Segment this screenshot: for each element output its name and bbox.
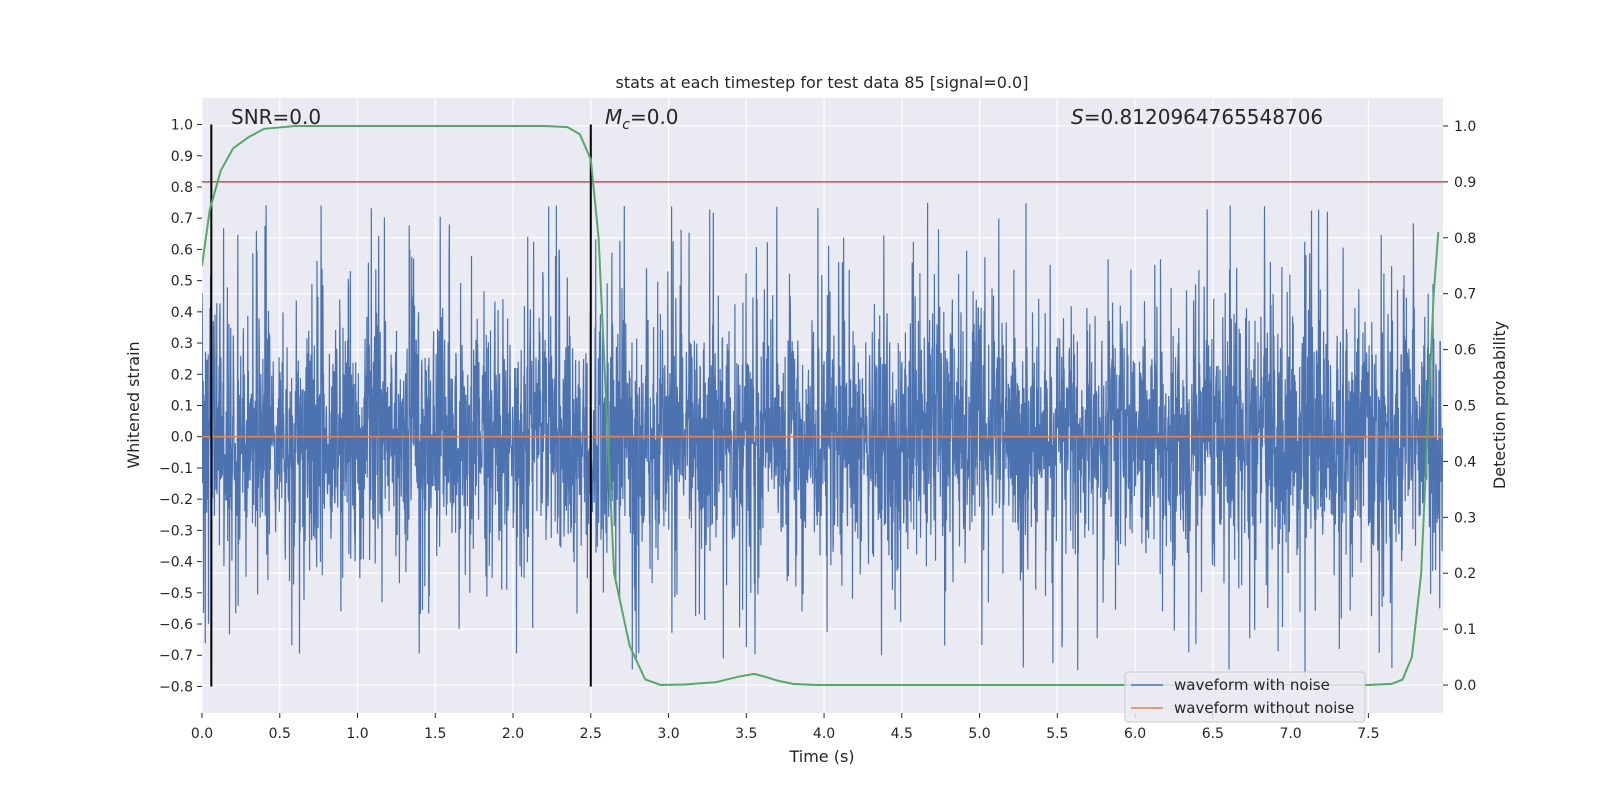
x-tick-label: 1.5: [424, 726, 446, 742]
s-symbol: S: [1071, 105, 1084, 129]
mc-subscript: c: [622, 117, 630, 133]
y2-tick-label: 0.5: [1454, 399, 1476, 415]
mc-annotation: Mc=0.0: [605, 105, 679, 133]
y2-tick-label: 0.8: [1454, 231, 1476, 247]
legend-label-noise: waveform with noise: [1174, 676, 1330, 694]
chart-title: stats at each timestep for test data 85 …: [616, 73, 1029, 92]
x-axis-label: Time (s): [788, 747, 854, 766]
y-tick-label: 0.0: [171, 430, 193, 446]
x-tick-label: 4.5: [891, 726, 913, 742]
x-tick-label: 3.0: [657, 726, 679, 742]
y-tick-label: 0.9: [171, 149, 193, 165]
y2-tick-label: 0.3: [1454, 510, 1476, 526]
s-value: =0.8120964765548706: [1084, 105, 1323, 129]
y-tick-label: −0.1: [159, 461, 193, 477]
snr-annotation: SNR=0.0: [231, 105, 321, 129]
x-tick-label: 2.5: [580, 726, 602, 742]
y-tick-label: −0.8: [159, 679, 193, 695]
x-tick-label: 7.5: [1357, 726, 1379, 742]
y-tick-label: −0.6: [159, 617, 193, 633]
x-tick-label: 7.0: [1279, 726, 1301, 742]
noise-trace: [202, 202, 1443, 677]
chart-overlays: [202, 124, 1443, 687]
legend: waveform with noise waveform without noi…: [1124, 671, 1366, 723]
s-annotation: S=0.8120964765548706: [1071, 105, 1323, 129]
y-tick-label: −0.7: [159, 648, 193, 664]
x-tick-label: 0.5: [269, 726, 291, 742]
x-tick-label: 5.5: [1046, 726, 1068, 742]
y-tick-label: −0.4: [159, 555, 193, 571]
mc-value: =0.0: [630, 105, 679, 129]
x-tick-label: 5.0: [968, 726, 990, 742]
y-tick-label: 0.5: [171, 274, 193, 290]
y-axis-ticks: 1.0 0.9 0.8 0.7 0.6 0.5 0.4 0.3 0.2 0.1 0.0 −0.1 −0.…: [159, 118, 202, 695]
y-tick-label: 0.7: [171, 211, 193, 227]
y2-tick-label: 0.7: [1454, 287, 1476, 303]
y2-tick-label: 0.1: [1454, 622, 1476, 638]
x-axis-ticks: 0.0 0.5 1.0 1.5 2.0 2.5 3.0 3.5 4.0 4.5 5.0 5.5 6.0 6…: [191, 713, 1379, 742]
mc-symbol: M: [605, 105, 622, 129]
y-tick-label: 0.8: [171, 180, 193, 196]
y2-tick-label: 0.0: [1454, 678, 1476, 694]
x-tick-label: 1.0: [346, 726, 368, 742]
series-waveform-with-noise: [202, 202, 1443, 677]
x-tick-label: 4.0: [813, 726, 835, 742]
y-tick-label: −0.3: [159, 523, 193, 539]
legend-label-clean: waveform without noise: [1174, 699, 1354, 717]
x-tick-label: 0.0: [191, 726, 213, 742]
y-axis-label: Whitened strain: [124, 341, 143, 468]
y2-axis-ticks: 1.0 0.9 0.8 0.7 0.6 0.5 0.4 0.3 0.2 0.1 0.0: [1443, 119, 1476, 694]
y-tick-label: 1.0: [171, 118, 193, 134]
x-tick-label: 2.0: [502, 726, 524, 742]
y2-tick-label: 0.9: [1454, 175, 1476, 191]
y-tick-label: 0.6: [171, 242, 193, 258]
legend-box: [1124, 671, 1366, 723]
y2-axis-label: Detection probability: [1490, 321, 1509, 489]
series-detection-probability: [202, 125, 1440, 687]
y-tick-label: 0.1: [171, 399, 193, 415]
x-tick-label: 6.0: [1124, 726, 1146, 742]
y-tick-label: 0.2: [171, 367, 193, 383]
y-tick-label: −0.5: [159, 586, 193, 602]
x-tick-label: 6.5: [1202, 726, 1224, 742]
y-tick-label: −0.2: [159, 492, 193, 508]
y-tick-label: 0.3: [171, 336, 193, 352]
y2-tick-label: 0.2: [1454, 566, 1476, 582]
y2-tick-label: 1.0: [1454, 119, 1476, 135]
y-tick-label: 0.4: [171, 305, 193, 321]
y2-tick-label: 0.4: [1454, 454, 1476, 470]
x-tick-label: 3.5: [735, 726, 757, 742]
y2-tick-label: 0.6: [1454, 343, 1476, 359]
